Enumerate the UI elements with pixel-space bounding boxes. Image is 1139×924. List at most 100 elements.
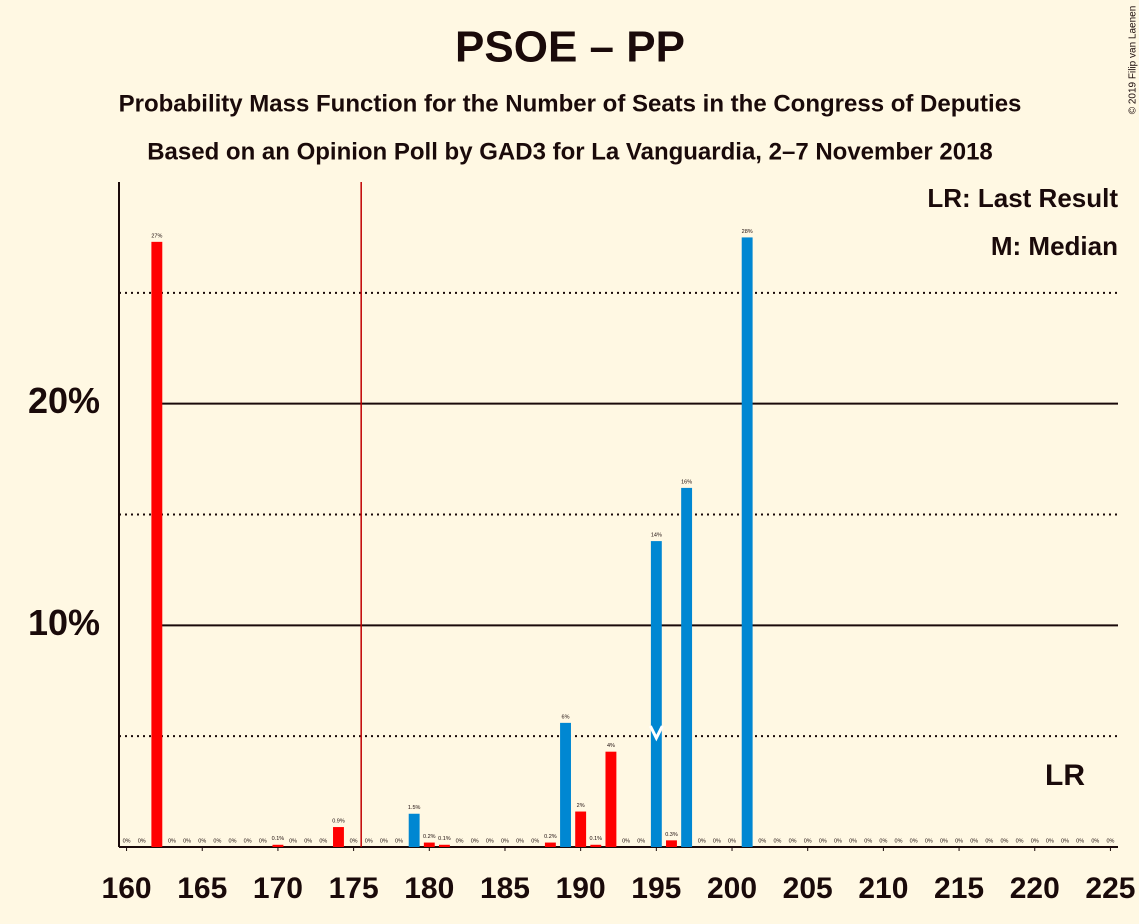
value-label: 0% <box>531 838 539 844</box>
chart-title: PSOE – PP <box>455 23 685 72</box>
x-tick-label: 220 <box>1010 872 1060 905</box>
bar <box>590 844 602 847</box>
value-label: 0% <box>198 838 206 844</box>
value-label: 6% <box>562 714 570 720</box>
value-label: 0% <box>1001 838 1009 844</box>
value-label: 0% <box>985 838 993 844</box>
median-marker <box>648 725 664 742</box>
chart-subtitle: Probability Mass Function for the Number… <box>119 90 1022 117</box>
last-result-label: LR <box>1045 759 1085 792</box>
value-label: 0% <box>486 838 494 844</box>
bar <box>333 827 344 847</box>
y-tick-label: 10% <box>28 602 100 643</box>
value-label: 0% <box>713 838 721 844</box>
value-label: 4% <box>607 743 615 749</box>
value-label: 0% <box>940 838 948 844</box>
x-tick-label: 165 <box>177 872 227 905</box>
value-label: 0% <box>289 838 297 844</box>
value-label: 0% <box>895 838 903 844</box>
bar <box>575 811 587 847</box>
bar <box>650 541 662 847</box>
value-label: 0% <box>365 838 373 844</box>
x-tick-label: 190 <box>556 872 606 905</box>
value-label: 0% <box>1031 838 1039 844</box>
bar <box>544 842 556 847</box>
bar <box>681 487 693 847</box>
value-label: 0% <box>213 838 221 844</box>
value-label: 0% <box>622 838 630 844</box>
value-label: 14% <box>651 533 662 539</box>
value-label: 0% <box>834 838 842 844</box>
value-label: 0.2% <box>544 834 557 840</box>
bar <box>741 237 753 847</box>
value-label: 0.3% <box>665 832 678 838</box>
value-label: 0% <box>1091 838 1099 844</box>
bar <box>408 813 420 847</box>
value-label: 0% <box>244 838 252 844</box>
value-label: 0% <box>304 838 312 844</box>
y-tick-label: 20% <box>28 380 100 421</box>
x-tick-label: 200 <box>707 872 757 905</box>
value-label: 0% <box>819 838 827 844</box>
bar <box>605 751 617 847</box>
value-label: 0% <box>183 838 191 844</box>
x-tick-label: 185 <box>480 872 530 905</box>
value-label: 0.9% <box>332 819 345 825</box>
value-label: 27% <box>151 233 162 239</box>
value-label: 0% <box>501 838 509 844</box>
value-label: 0% <box>728 838 736 844</box>
value-label: 0.1% <box>590 836 603 842</box>
value-label: 0% <box>123 838 131 844</box>
value-label: 0% <box>1061 838 1069 844</box>
x-tick-label: 225 <box>1085 872 1135 905</box>
value-label: 0% <box>516 838 524 844</box>
chart-subtitle: Based on an Opinion Poll by GAD3 for La … <box>147 138 993 165</box>
value-label: 0% <box>955 838 963 844</box>
value-label: 0% <box>380 838 388 844</box>
value-label: 0% <box>789 838 797 844</box>
value-label: 0% <box>970 838 978 844</box>
legend-entry: LR: Last Result <box>927 183 1118 213</box>
x-tick-label: 175 <box>329 872 379 905</box>
x-tick-label: 195 <box>631 872 681 905</box>
copyright: © 2019 Filip van Laenen <box>1128 6 1139 115</box>
value-label: 0.1% <box>438 836 451 842</box>
x-tick-label: 160 <box>102 872 152 905</box>
x-tick-label: 205 <box>783 872 833 905</box>
x-tick-label: 210 <box>858 872 908 905</box>
value-label: 0% <box>319 838 327 844</box>
value-label: 2% <box>577 803 585 809</box>
value-label: 1.5% <box>408 805 421 811</box>
value-label: 0% <box>925 838 933 844</box>
bar <box>151 241 163 848</box>
value-label: 16% <box>681 479 692 485</box>
value-label: 0% <box>1046 838 1054 844</box>
value-label: 0% <box>168 838 176 844</box>
bar <box>560 722 571 847</box>
value-label: 0% <box>804 838 812 844</box>
value-label: 0% <box>864 838 872 844</box>
value-label: 0% <box>456 838 464 844</box>
value-label: 0% <box>350 838 358 844</box>
value-label: 0% <box>910 838 918 844</box>
value-label: 0% <box>1076 838 1084 844</box>
value-label: 0% <box>637 838 645 844</box>
bar <box>666 840 677 847</box>
legend-entry: M: Median <box>991 231 1118 261</box>
bar <box>423 842 435 847</box>
bar <box>438 844 450 847</box>
bar <box>272 844 284 847</box>
value-label: 0% <box>229 838 237 844</box>
value-label: 0% <box>471 838 479 844</box>
value-label: 0% <box>698 838 706 844</box>
value-label: 0% <box>259 838 267 844</box>
x-tick-label: 170 <box>253 872 303 905</box>
value-label: 0% <box>758 838 766 844</box>
value-label: 0% <box>395 838 403 844</box>
value-label: 0.1% <box>272 836 285 842</box>
x-tick-label: 180 <box>404 872 454 905</box>
value-label: 28% <box>742 229 753 235</box>
value-label: 0% <box>1016 838 1024 844</box>
value-label: 0% <box>1106 838 1114 844</box>
